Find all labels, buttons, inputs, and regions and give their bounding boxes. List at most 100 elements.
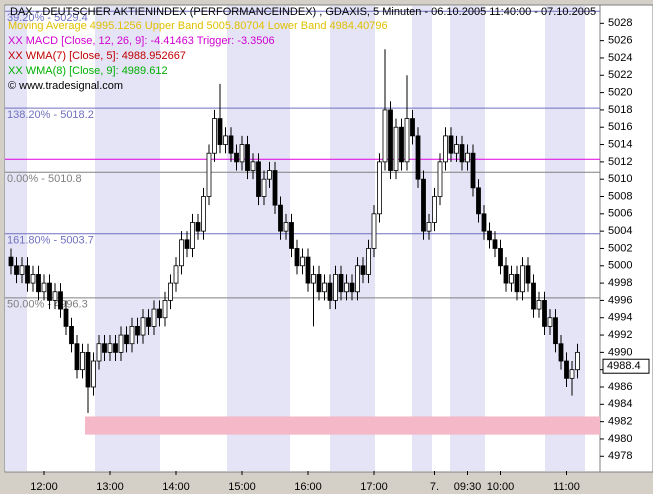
candle-body: [415, 135, 421, 180]
y-tick-label: 5018: [608, 104, 632, 116]
y-tick-label: 5028: [608, 17, 632, 29]
candle-body: [426, 222, 432, 232]
candle-body: [146, 317, 151, 327]
candle-body: [333, 274, 338, 301]
candle-body: [223, 135, 228, 145]
y-tick-label: 5008: [608, 190, 632, 202]
candle-body: [91, 360, 96, 388]
candle-body: [212, 118, 217, 154]
candle-body: [388, 109, 393, 171]
candle-body: [256, 161, 261, 197]
candle-body: [448, 135, 454, 154]
candle-body: [294, 248, 300, 267]
candle-body: [360, 265, 366, 275]
candle-body: [283, 222, 289, 232]
candle-body: [558, 343, 564, 362]
last-price-label: 4988.4: [607, 360, 641, 372]
candle-body: [503, 265, 509, 284]
candle-body: [459, 144, 465, 163]
candle-body: [179, 239, 184, 267]
y-tick-label: 4986: [608, 381, 632, 393]
candle-body: [514, 274, 520, 293]
candle-body: [217, 118, 223, 145]
x-tick-label: 10:00: [487, 481, 515, 493]
candle-body: [190, 222, 195, 249]
candle-body: [184, 239, 190, 249]
candle-body: [80, 351, 85, 371]
x-tick-label: 14:00: [162, 481, 190, 493]
y-tick-label: 5022: [608, 69, 632, 81]
candle-body: [377, 161, 382, 215]
candle-body: [454, 144, 459, 154]
legend-text: © www.tradesignal.com: [8, 80, 123, 92]
fib-label: 138.20% - 5018.2: [7, 109, 94, 121]
y-tick-label: 5024: [608, 52, 632, 64]
candle-body: [338, 274, 344, 293]
candle-body: [487, 230, 492, 241]
legend-text: XX WMA(7) [Close, 5]: 4988.952667: [8, 50, 186, 62]
candle-body: [278, 204, 283, 232]
candle-body: [481, 213, 487, 232]
candle-body: [327, 282, 333, 301]
candle-body: [74, 343, 80, 371]
candle-body: [316, 274, 322, 293]
candle-body: [536, 300, 542, 310]
candle-body: [437, 161, 443, 197]
candle-body: [245, 144, 250, 171]
candle-body: [8, 256, 14, 267]
candle-body: [322, 282, 327, 293]
legend-text: XX WMA(8) [Close, 9]: 4989.612: [8, 65, 168, 77]
x-tick-label: 11:00: [553, 481, 580, 493]
candle-body: [553, 317, 558, 345]
candle-body: [195, 222, 201, 232]
y-tick-label: 5004: [608, 225, 632, 237]
candle-body: [272, 170, 278, 206]
candle-body: [371, 213, 377, 249]
y-tick-label: 5014: [608, 138, 632, 150]
y-tick-label: 4984: [608, 398, 632, 410]
y-tick-label: 4998: [608, 277, 632, 289]
candle-body: [234, 152, 239, 163]
candle-body: [399, 126, 404, 163]
y-tick-label: 5006: [608, 208, 632, 220]
candle-body: [85, 351, 91, 388]
y-tick-label: 5020: [608, 86, 632, 98]
candle-body: [569, 369, 575, 379]
candle-body: [135, 325, 140, 336]
candle-body: [30, 274, 36, 284]
candle-body: [157, 308, 162, 319]
session-shading: [5, 6, 585, 471]
y-tick-label: 5010: [608, 173, 632, 185]
candle-body: [311, 274, 316, 284]
candle-body: [492, 239, 498, 249]
candle-body: [382, 109, 388, 163]
y-tick-label: 4990: [608, 346, 632, 358]
y-tick-label: 4996: [608, 294, 632, 306]
candle-body: [250, 161, 256, 171]
y-tick-label: 5016: [608, 121, 632, 133]
y-tick-label: 4978: [608, 450, 632, 462]
candle-body: [107, 343, 113, 353]
candle-body: [575, 351, 580, 371]
candle-body: [366, 248, 371, 275]
candle-body: [113, 343, 118, 353]
candle-body: [173, 265, 179, 284]
candle-body: [410, 118, 415, 137]
x-tick-label: 16:00: [294, 481, 322, 493]
candle-body: [289, 222, 294, 249]
candle-body: [300, 256, 305, 267]
x-tick-label: 09:30: [454, 481, 482, 493]
candle-body: [432, 196, 437, 223]
y-tick-label: 4982: [608, 416, 632, 428]
x-tick-label: 15:00: [228, 481, 256, 493]
candle-body: [305, 256, 311, 284]
y-tick-label: 5002: [608, 242, 632, 254]
candle-body: [228, 135, 234, 154]
candle-body: [168, 282, 173, 301]
candle-body: [151, 308, 157, 327]
legend-text: XX MACD [Close, 12, 26, 9]: -4.41463 Tri…: [8, 35, 275, 47]
candle-body: [124, 334, 129, 345]
fib-label: 50.00% - 4996.3: [7, 299, 88, 311]
candle-body: [564, 360, 569, 379]
candle-body: [206, 152, 212, 197]
